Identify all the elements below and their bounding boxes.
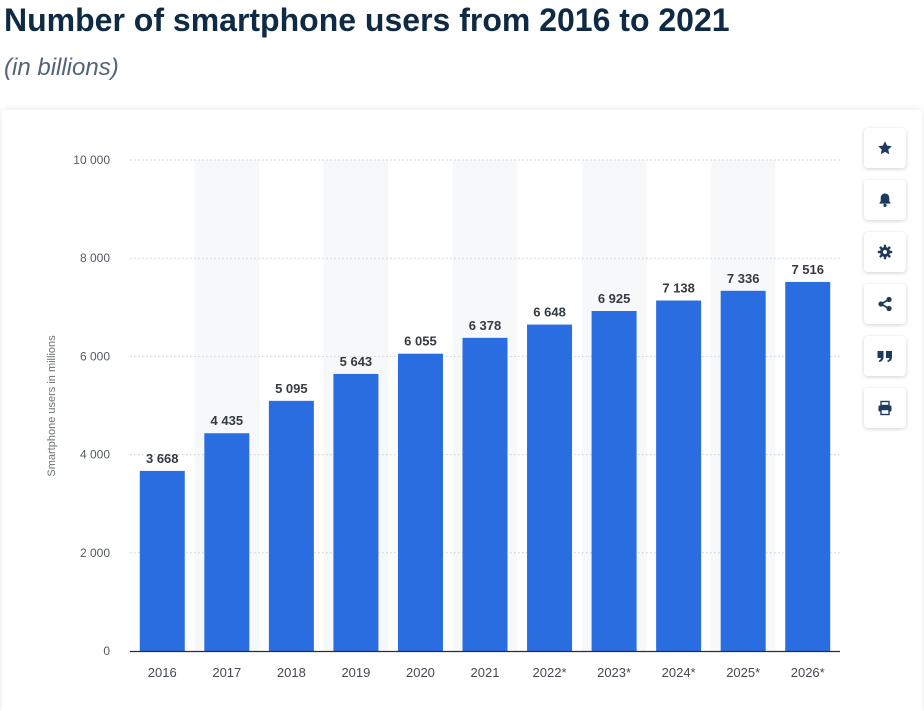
x-tick-label: 2016 <box>148 665 177 680</box>
bar[interactable] <box>785 281 831 651</box>
y-axis-tick-labels: 0 2 000 4 000 6 000 8 000 10 000 <box>73 153 110 658</box>
gear-icon <box>877 244 893 260</box>
x-tick-label: 2017 <box>212 665 241 680</box>
value-label: 6 378 <box>469 318 502 333</box>
bar[interactable] <box>204 433 250 651</box>
bar[interactable] <box>527 324 573 651</box>
value-labels: 3 668 4 435 5 095 5 643 6 055 6 378 6 648 6 925… <box>146 262 824 466</box>
value-label: 7 336 <box>727 271 760 286</box>
bar[interactable] <box>591 310 637 651</box>
value-label: 6 925 <box>598 291 631 306</box>
value-label: 6 055 <box>404 334 437 349</box>
value-label: 4 435 <box>211 413 244 428</box>
page-subtitle: (in billions) <box>4 54 119 81</box>
value-label: 6 648 <box>533 305 566 320</box>
print-button[interactable] <box>864 388 906 428</box>
y-axis-title: Smartphone users in millions <box>46 335 58 477</box>
cite-button[interactable] <box>864 336 906 376</box>
x-tick-label: 2019 <box>341 665 370 680</box>
value-label: 7 516 <box>791 262 824 277</box>
bell-icon <box>879 193 891 207</box>
y-tick-label: 2 000 <box>80 546 110 560</box>
bar[interactable] <box>139 470 185 651</box>
bar[interactable] <box>268 400 314 651</box>
x-tick-label: 2026* <box>791 665 825 680</box>
x-tick-label: 2025* <box>726 665 760 680</box>
value-label: 3 668 <box>146 451 179 466</box>
x-tick-label: 2023* <box>597 665 631 680</box>
bar[interactable] <box>720 290 766 651</box>
page-title: Number of smartphone users from 2016 to … <box>4 2 730 38</box>
star-icon <box>878 141 892 155</box>
share-icon <box>878 296 892 312</box>
value-label: 7 138 <box>662 281 695 296</box>
y-tick-label: 8 000 <box>80 251 110 265</box>
bar[interactable] <box>397 353 443 651</box>
x-axis-tick-labels: 2016 2017 2018 2019 2020 2021 2022* 2023* 2024* 2… <box>148 665 825 680</box>
bars <box>139 281 831 651</box>
y-tick-label: 4 000 <box>80 448 110 462</box>
value-label: 5 643 <box>340 354 373 369</box>
x-tick-label: 2018 <box>277 665 306 680</box>
bar[interactable] <box>656 300 702 651</box>
quote-icon <box>877 351 892 362</box>
x-tick-label: 2024* <box>662 665 696 680</box>
y-tick-label: 6 000 <box>80 349 110 363</box>
x-tick-label: 2022* <box>533 665 567 680</box>
print-icon <box>878 400 892 416</box>
settings-button[interactable] <box>864 232 906 272</box>
x-tick-label: 2021 <box>471 665 500 680</box>
x-tick-label: 2020 <box>406 665 435 680</box>
bar[interactable] <box>462 337 508 651</box>
y-tick-label: 0 <box>103 644 110 658</box>
y-tick-label: 10 000 <box>73 153 110 167</box>
value-label: 5 095 <box>275 381 308 396</box>
notification-button[interactable] <box>864 180 906 220</box>
bar[interactable] <box>333 373 379 651</box>
favorite-button[interactable] <box>864 128 906 168</box>
share-button[interactable] <box>864 284 906 324</box>
